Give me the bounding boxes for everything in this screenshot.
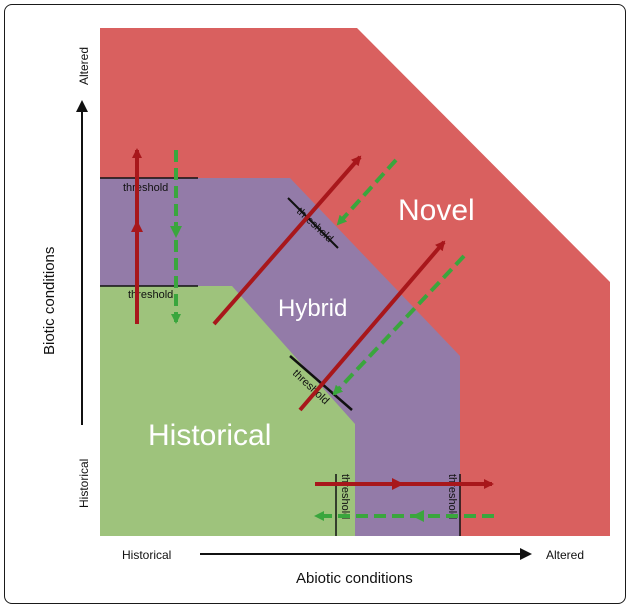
threshold-label-bottom-left: threshold — [339, 474, 351, 519]
threshold-label-bottom-right: threshold — [446, 474, 458, 519]
red-arrow-mid-head — [131, 220, 143, 232]
novel-label: Novel — [398, 194, 475, 227]
x-axis-end-label: Altered — [546, 548, 584, 562]
x-axis-start-label: Historical — [122, 548, 171, 562]
green-arrow-diagonal-upper — [336, 158, 398, 226]
green-arrow-bottom-mid-head — [412, 510, 424, 522]
red-arrow-diagonal-lower — [298, 240, 446, 412]
y-axis-title: Biotic conditions — [41, 247, 58, 355]
threshold-line-upper-diagonal — [287, 197, 339, 249]
x-axis-title: Abiotic conditions — [296, 570, 413, 587]
y-axis-end-label: Altered — [77, 47, 91, 85]
ecosystem-state-diagram: Novel Hybrid Historical threshold thresh… — [41, 28, 610, 587]
red-arrow-bottom-mid-head — [392, 478, 404, 490]
hybrid-label: Hybrid — [278, 295, 347, 322]
red-arrow-diagonal-upper — [212, 155, 362, 326]
historical-label: Historical — [148, 419, 271, 452]
historical-region — [100, 286, 355, 536]
y-axis-start-label: Historical — [77, 459, 91, 508]
threshold-label-lower-left: threshold — [128, 289, 173, 301]
green-arrow-diagonal-lower — [332, 254, 466, 396]
green-arrow-mid-head — [170, 226, 182, 238]
threshold-label-upper-left: threshold — [123, 182, 168, 194]
